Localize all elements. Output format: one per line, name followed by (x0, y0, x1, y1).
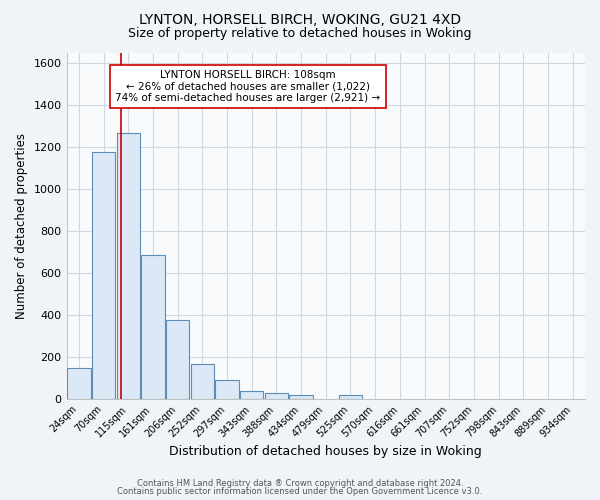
Bar (339, 396, 362, 399)
Bar (265, 393, 288, 399)
Bar (289, 396, 313, 399)
Text: Contains public sector information licensed under the Open Government Licence v3: Contains public sector information licen… (118, 487, 482, 496)
Text: LYNTON, HORSELL BIRCH, WOKING, GU21 4XD: LYNTON, HORSELL BIRCH, WOKING, GU21 4XD (139, 12, 461, 26)
Bar (141, 255, 164, 399)
Text: Size of property relative to detached houses in Woking: Size of property relative to detached ho… (128, 28, 472, 40)
Bar (215, 380, 239, 399)
Bar (92, 152, 115, 399)
Bar (116, 134, 140, 399)
Text: LYNTON HORSELL BIRCH: 108sqm
← 26% of detached houses are smaller (1,022)
74% of: LYNTON HORSELL BIRCH: 108sqm ← 26% of de… (115, 70, 380, 103)
Bar (166, 320, 190, 399)
Text: Contains HM Land Registry data ® Crown copyright and database right 2024.: Contains HM Land Registry data ® Crown c… (137, 478, 463, 488)
X-axis label: Distribution of detached houses by size in Woking: Distribution of detached houses by size … (169, 444, 482, 458)
Bar (240, 391, 263, 399)
Bar (67, 368, 91, 399)
Y-axis label: Number of detached properties: Number of detached properties (15, 133, 28, 319)
Bar (191, 364, 214, 399)
